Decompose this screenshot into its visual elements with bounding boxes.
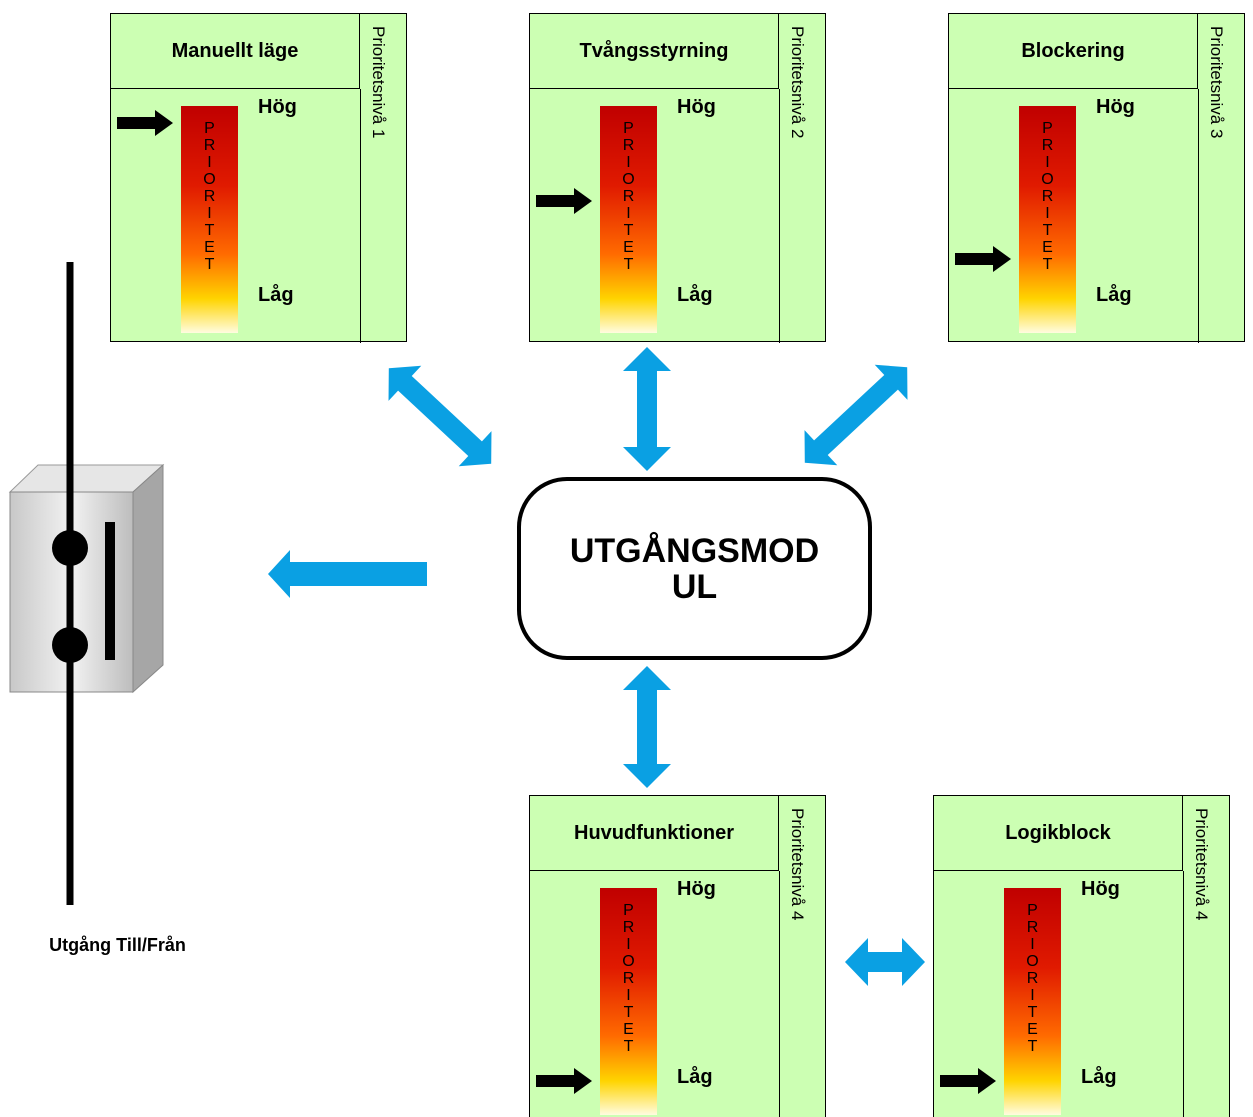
high-label: Hög bbox=[1096, 96, 1135, 118]
priority-bar: PRIORITET bbox=[1019, 106, 1076, 333]
pointer-arrow bbox=[536, 188, 592, 214]
priority-bar-text: PRIORITET bbox=[620, 902, 637, 1055]
block-title: Tvångsstyrning bbox=[530, 14, 779, 89]
pointer-arrow bbox=[536, 1068, 592, 1094]
block-title: Manuellt läge bbox=[111, 14, 360, 89]
level-column bbox=[1198, 89, 1244, 343]
level-column bbox=[779, 89, 825, 343]
level-column bbox=[1183, 871, 1229, 1117]
block-title: Logikblock bbox=[934, 796, 1183, 871]
high-label: Hög bbox=[677, 96, 716, 118]
priority-block: Blockering Prioritetsnivå 3 PRIORITET Hög Lå… bbox=[948, 13, 1245, 343]
level-pointer bbox=[117, 110, 173, 136]
high-label: Hög bbox=[677, 878, 716, 900]
level-column bbox=[360, 89, 406, 343]
priority-bar-text: PRIORITET bbox=[1039, 120, 1056, 273]
level-pointer bbox=[940, 1068, 996, 1094]
level-pointer bbox=[536, 1068, 592, 1094]
pointer-arrow bbox=[940, 1068, 996, 1094]
pointer-arrow bbox=[955, 246, 1011, 272]
priority-level: Prioritetsnivå 4 bbox=[788, 808, 807, 921]
priority-bar: PRIORITET bbox=[1004, 888, 1061, 1115]
low-label: Låg bbox=[677, 284, 713, 306]
priority-bar: PRIORITET bbox=[181, 106, 238, 333]
priority-bar-text: PRIORITET bbox=[201, 120, 218, 273]
high-label: Hög bbox=[1081, 878, 1120, 900]
priority-bar-text: PRIORITET bbox=[1024, 902, 1041, 1055]
low-label: Låg bbox=[258, 284, 294, 306]
level-column bbox=[779, 871, 825, 1117]
low-label: Låg bbox=[1096, 284, 1132, 306]
priority-level: Prioritetsnivå 1 bbox=[369, 26, 388, 139]
pointer-arrow bbox=[117, 110, 173, 136]
priority-block: Logikblock Prioritetsnivå 4 PRIORITET Hög Lå… bbox=[933, 795, 1230, 1117]
priority-block: Huvudfunktioner Prioritetsnivå 4 PRIORITET… bbox=[529, 795, 826, 1117]
priority-level: Prioritetsnivå 2 bbox=[788, 26, 807, 139]
priority-level: Prioritetsnivå 4 bbox=[1192, 808, 1211, 921]
priority-block: Manuellt läge Prioritetsnivå 1 PRIORITET Hö… bbox=[110, 13, 407, 343]
level-pointer bbox=[955, 246, 1011, 272]
switch bbox=[8, 262, 165, 905]
block-title: Blockering bbox=[949, 14, 1198, 89]
high-label: Hög bbox=[258, 96, 297, 118]
output-module: UTGÅNGSMODUL bbox=[517, 477, 872, 660]
low-label: Låg bbox=[1081, 1066, 1117, 1088]
priority-block: Tvångsstyrning Prioritetsnivå 2 PRIORITET H… bbox=[529, 13, 826, 343]
priority-level: Prioritetsnivå 3 bbox=[1207, 26, 1226, 139]
low-label: Låg bbox=[677, 1066, 713, 1088]
priority-bar: PRIORITET bbox=[600, 106, 657, 333]
priority-bar-text: PRIORITET bbox=[620, 120, 637, 273]
output-module-label: UTGÅNGSMODUL bbox=[569, 531, 820, 606]
priority-bar: PRIORITET bbox=[600, 888, 657, 1115]
output-label: Utgång Till/Från bbox=[49, 935, 186, 955]
level-pointer bbox=[536, 188, 592, 214]
flow-arrows bbox=[268, 347, 925, 986]
block-title: Huvudfunktioner bbox=[530, 796, 779, 871]
